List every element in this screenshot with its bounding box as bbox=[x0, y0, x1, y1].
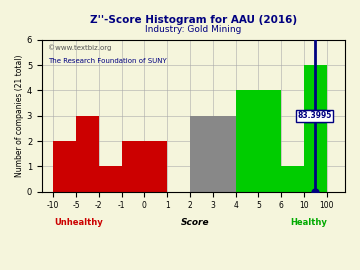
Y-axis label: Number of companies (21 total): Number of companies (21 total) bbox=[15, 55, 24, 177]
Bar bbox=[304, 65, 327, 192]
Text: ©www.textbiz.org: ©www.textbiz.org bbox=[48, 44, 111, 51]
Text: Unhealthy: Unhealthy bbox=[54, 218, 103, 227]
Text: 83.3995: 83.3995 bbox=[297, 111, 332, 120]
Bar bbox=[99, 166, 122, 192]
Text: Industry: Gold Mining: Industry: Gold Mining bbox=[145, 25, 242, 34]
Bar bbox=[235, 90, 281, 192]
Text: Score: Score bbox=[181, 218, 210, 227]
Bar bbox=[53, 141, 76, 192]
Text: Healthy: Healthy bbox=[290, 218, 327, 227]
Text: The Research Foundation of SUNY: The Research Foundation of SUNY bbox=[48, 58, 167, 64]
Bar bbox=[190, 116, 235, 192]
Title: Z''-Score Histogram for AAU (2016): Z''-Score Histogram for AAU (2016) bbox=[90, 15, 297, 25]
Bar bbox=[76, 116, 99, 192]
Bar bbox=[122, 141, 167, 192]
Bar bbox=[281, 166, 304, 192]
